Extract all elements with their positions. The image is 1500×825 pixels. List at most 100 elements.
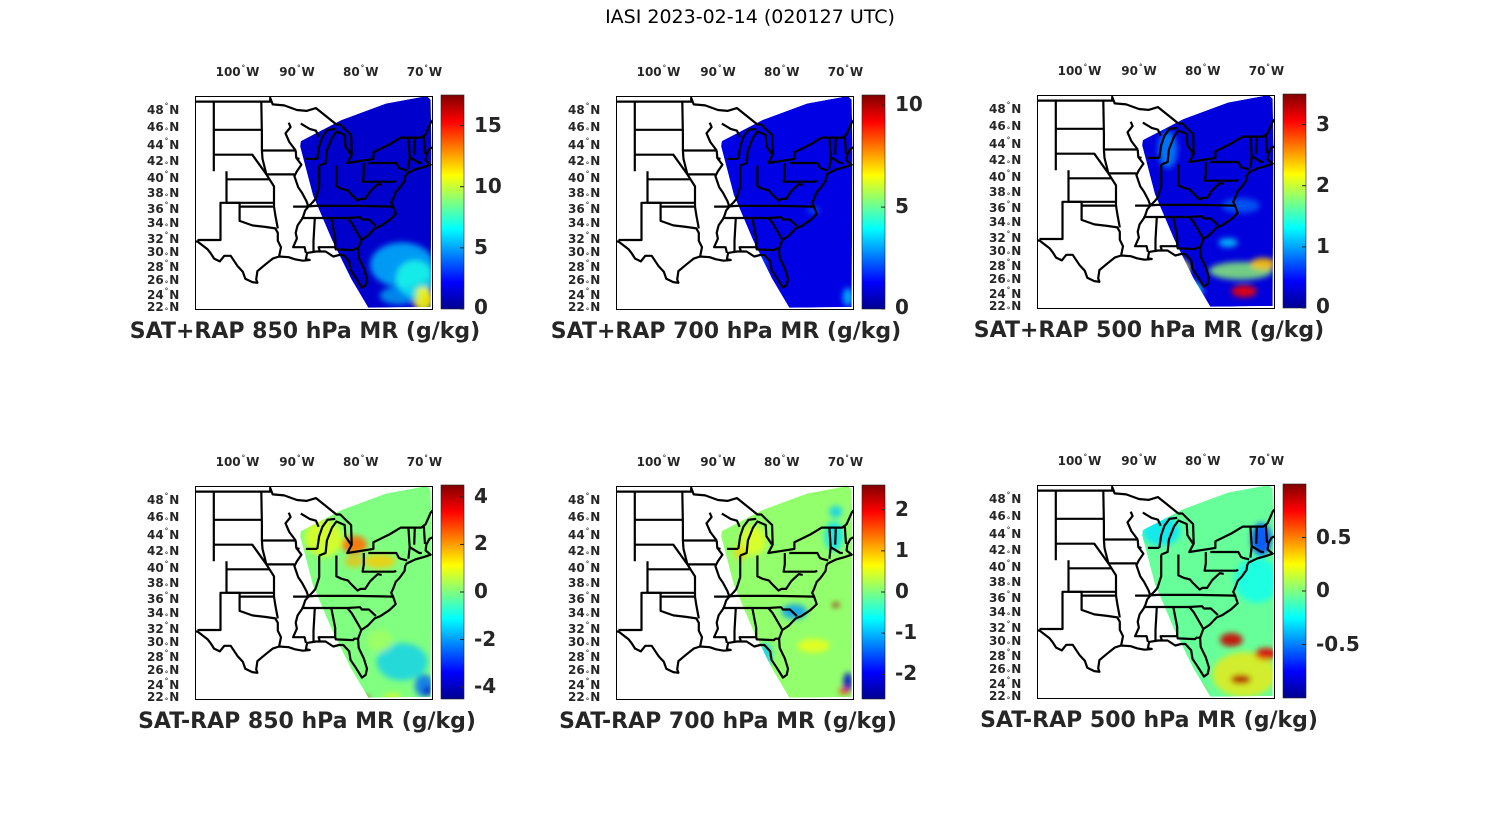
colorbar-tick-label: 1 [895,537,909,562]
state-boundary-line [647,201,704,257]
lat-tick-label: 22°N [147,690,180,705]
lon-tick-label: 90°W [1121,63,1157,78]
lat-tick-label: 38°N [568,576,601,592]
lat-tick-label: 30°N [568,635,601,651]
state-boundary-line [1149,554,1163,597]
state-boundary-line [260,491,279,619]
lon-tick-label: 90°W [700,64,736,79]
swath-feature [781,604,808,620]
colorbar-tick-label: 10 [474,173,502,198]
lat-tick-label: 32°N [989,230,1022,246]
lon-tick-label: 100°W [636,454,681,469]
state-boundaries [195,486,432,679]
map-plot [195,484,465,700]
lon-tick-label: 100°W [1057,453,1102,468]
lon-tick-label: 80°W [343,64,379,79]
map-frame [195,486,433,700]
swath-feature [1250,257,1274,270]
swath-feature [1218,238,1238,248]
colorbar-tick-label: 5 [474,234,488,259]
state-boundary-line [422,524,427,544]
lon-tick-label: 70°W [827,454,864,469]
state-boundary-line [300,122,320,138]
colorbar-tick-label: 0 [474,579,488,603]
swath-feature [1219,633,1243,647]
lat-tick-label: 28°N [568,649,601,665]
state-boundary-line [1255,526,1258,544]
state-boundary-line [1255,136,1258,154]
state-boundary-line [647,591,704,647]
state-boundary-line [197,171,228,242]
lat-tick-label: 30°N [147,635,180,651]
lat-tick-label: 38°N [147,576,180,592]
lat-tick-label: 24°N [568,286,601,302]
state-boundary-line [346,217,363,241]
state-boundary-line [721,512,741,528]
lat-tick-label: 30°N [989,244,1022,260]
state-boundary-line [1149,164,1163,207]
state-boundary-line [318,130,353,167]
lat-tick-label: 42°N [147,154,180,170]
panel-title: SAT+RAP 850 hPa MR (g/kg) [129,319,481,344]
lat-tick-label: 46°N [147,119,180,135]
colorbar-tick-label: 0 [474,295,488,319]
state-boundary-line [296,546,300,550]
state-boundary-line [737,517,757,550]
state-boundary-line [1176,635,1201,641]
state-boundary-line [1203,552,1239,572]
swath-feature [1221,198,1260,214]
figure-title: IASI 2023-02-14 (020127 UTC) [605,6,895,28]
lat-tick-label: 28°N [989,648,1022,664]
colorbar [440,94,465,310]
state-boundary-line [1188,606,1205,630]
state-boundary-line [301,216,377,227]
lon-tick-label: 90°W [1121,453,1157,468]
state-boundary-line [226,201,283,257]
swath-feature [843,672,853,693]
lat-tick-label: 30°N [568,245,601,261]
state-boundary-line [213,543,268,566]
lat-tick-label: 34°N [568,216,601,232]
colorbar-tick-label: -2 [895,661,918,686]
state-boundary-line [284,122,297,152]
state-boundary-line [834,527,837,545]
state-boundary-line [335,165,382,202]
state-boundary-line [301,606,377,617]
state-boundary-line [296,156,300,160]
colorbar-tick-label: 0 [1316,294,1330,318]
state-boundary-line [1158,516,1178,549]
state-boundary-line [717,156,721,160]
lon-tick-label: 70°W [406,64,443,79]
lat-tick-label: 46°N [989,118,1022,134]
state-boundary-line [1188,216,1205,240]
state-boundary-line [828,137,832,169]
state-boundary-line [705,512,718,542]
state-boundary-line [618,561,649,632]
state-boundary-line [1068,200,1125,256]
map-panel: 100°W 90°W 80°W 70°W 48°N 46°N 44°N 42°N 40°N 38°… [962,449,1422,749]
state-boundary-line [334,246,359,252]
lat-tick-label: 32°N [568,231,601,247]
state-boundary-line [1154,216,1158,251]
lat-tick-label: 28°N [568,259,601,275]
swath-feature [1212,652,1274,697]
state-boundary-line [1176,245,1201,251]
lat-tick-label: 48°N [147,491,180,507]
lat-tick-label: 28°N [147,259,180,275]
state-boundary-line [312,607,316,642]
map-frame [616,96,854,310]
state-boundary-line [293,594,394,598]
state-boundary-line [739,520,774,557]
lat-tick-label: 24°N [147,286,180,302]
swath-feature [412,287,432,308]
lat-tick-label: 26°N [568,663,601,679]
lat-tick-label: 38°N [989,185,1022,201]
lat-tick-label: 22°N [147,300,180,315]
state-boundary-line [767,217,784,241]
state-boundary-line [755,246,780,252]
lat-tick-label: 36°N [568,201,601,217]
swath-feature [423,686,432,696]
state-boundary-line [1135,203,1236,207]
colorbar-tick-label: 2 [474,531,488,556]
map-plot [616,94,886,310]
